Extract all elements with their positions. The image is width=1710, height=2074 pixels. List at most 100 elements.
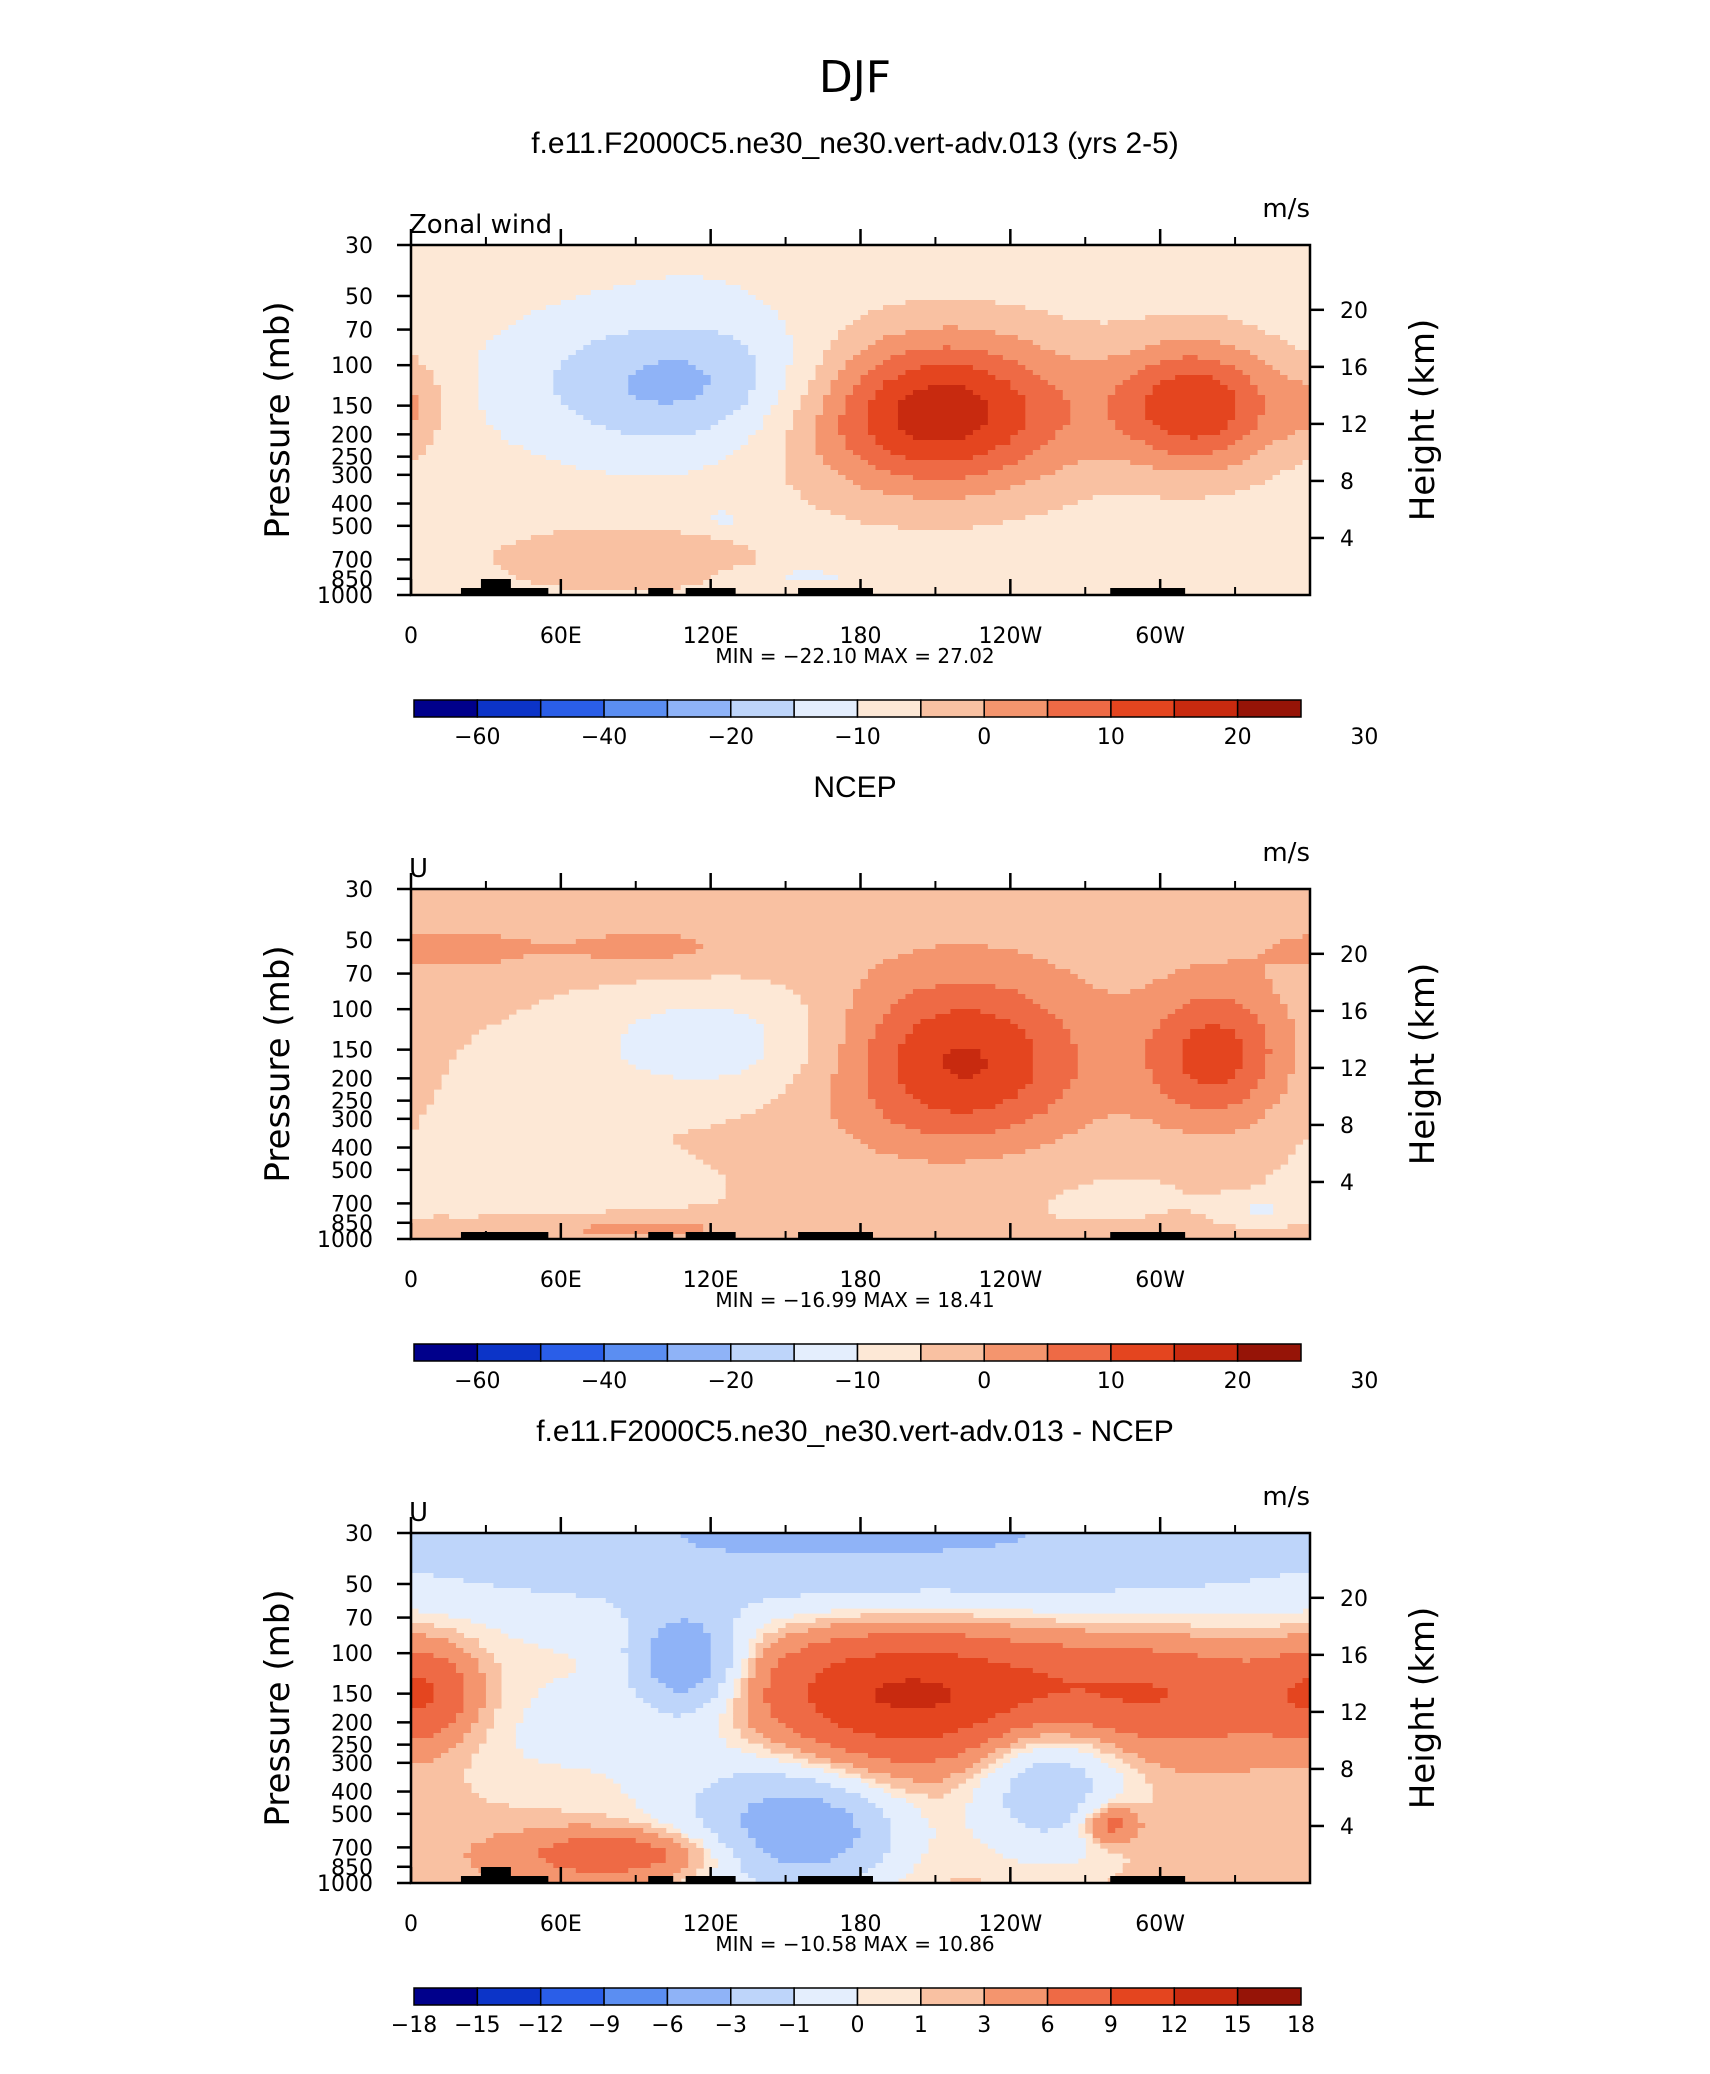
- colorbar-box: [793, 1343, 859, 1362]
- colorbar-box: [983, 1343, 1049, 1362]
- right-tick-label: 4: [1340, 527, 1354, 552]
- right-tick-label: 20: [1340, 299, 1368, 324]
- panels: f.e11.F2000C5.ne30_ne30.vert-adv.013 (yr…: [258, 127, 1443, 2038]
- topography-4: [798, 1232, 873, 1239]
- colorbar-box: [539, 1987, 605, 2006]
- x-tick-label: 120W: [978, 1268, 1042, 1293]
- colorbar-box: [603, 1343, 669, 1362]
- colorbar-box: [476, 1987, 542, 2006]
- min-max-label: MIN = −16.99 MAX = 18.41: [715, 1288, 994, 1312]
- variable-label: U: [409, 854, 428, 884]
- colorbar-label: 30: [1350, 725, 1378, 750]
- colorbar-label: −40: [581, 725, 627, 750]
- y-tick-label: 400: [331, 1137, 373, 1162]
- colorbar-box: [1236, 1987, 1302, 2006]
- colorbar-label: 12: [1160, 2013, 1188, 2038]
- right-tick-label: 12: [1340, 1701, 1368, 1726]
- topography-peak: [480, 1867, 511, 1883]
- colorbar-box: [1236, 699, 1302, 718]
- topography-5: [1110, 1232, 1186, 1239]
- y-tick-label: 1000: [317, 1228, 373, 1253]
- colorbar-box: [730, 699, 795, 718]
- y-tick-label: 250: [331, 446, 373, 471]
- colorbar-label: 20: [1224, 1369, 1252, 1394]
- y-tick-label: 700: [331, 1192, 373, 1217]
- x-tick-label: 60W: [1135, 624, 1185, 649]
- colorbar-box: [1173, 699, 1239, 718]
- right-tick-label: 4: [1340, 1171, 1354, 1196]
- colorbar-box: [476, 1343, 542, 1362]
- colorbar-label: −20: [708, 725, 754, 750]
- colorbar-box: [983, 699, 1049, 718]
- x-tick-label: 120E: [683, 1268, 739, 1293]
- colorbar-box: [920, 1343, 985, 1362]
- colorbar-box: [603, 1987, 669, 2006]
- colorbar-label: 10: [1097, 1369, 1125, 1394]
- x-tick-label: 60E: [540, 1268, 582, 1293]
- colorbar-label: −1: [778, 2013, 810, 2038]
- colorbar-box: [1110, 699, 1176, 718]
- panel-title: f.e11.F2000C5.ne30_ne30.vert-adv.013 - N…: [536, 1415, 1174, 1448]
- right-tick-label: 16: [1340, 1000, 1368, 1025]
- x-tick-label: 180: [840, 1268, 882, 1293]
- y-tick-label: 150: [331, 395, 373, 420]
- x-tick-label: 60E: [540, 624, 582, 649]
- y-tick-label: 300: [331, 1752, 373, 1777]
- y-tick-label: 300: [331, 464, 373, 489]
- colorbar-box: [1110, 1987, 1176, 2006]
- colorbar-box: [793, 699, 859, 718]
- x-tick-label: 60E: [540, 1912, 582, 1937]
- colorbar-label: −18: [391, 2013, 437, 2038]
- panel-1: f.e11.F2000C5.ne30_ne30.vert-adv.013 (yr…: [258, 127, 1443, 750]
- right-axis-label: Height (km): [1403, 963, 1443, 1166]
- colorbar-box: [413, 699, 479, 718]
- units-label: m/s: [1262, 194, 1310, 224]
- y-tick-label: 850: [331, 1856, 373, 1881]
- y-tick-label: 150: [331, 1683, 373, 1708]
- colorbar-label: 0: [977, 725, 991, 750]
- x-tick-label: 120W: [978, 624, 1042, 649]
- colorbar-box: [666, 699, 732, 718]
- colorbar-box: [730, 1343, 795, 1362]
- y-tick-label: 100: [331, 1642, 373, 1667]
- y-tick-label: 150: [331, 1039, 373, 1064]
- colorbar-label: −3: [715, 2013, 747, 2038]
- colorbar-box: [476, 699, 542, 718]
- colorbar-label: 30: [1350, 1369, 1378, 1394]
- colorbar-label: 20: [1224, 725, 1252, 750]
- colorbar-box: [1173, 1987, 1239, 2006]
- colorbar-box: [1046, 1987, 1112, 2006]
- y-tick-label: 250: [331, 1734, 373, 1759]
- right-axis-label: Height (km): [1403, 1607, 1443, 1810]
- right-tick-label: 16: [1340, 1644, 1368, 1669]
- right-axis-label: Height (km): [1403, 319, 1443, 522]
- min-max-label: MIN = −10.58 MAX = 10.86: [715, 1932, 994, 1956]
- y-tick-label: 70: [345, 319, 373, 344]
- right-tick-label: 8: [1340, 470, 1354, 495]
- colorbar-box: [666, 1343, 732, 1362]
- y-tick-label: 300: [331, 1108, 373, 1133]
- colorbar-box: [1046, 699, 1112, 718]
- colorbar-label: 15: [1224, 2013, 1252, 2038]
- y-tick-label: 250: [331, 1090, 373, 1115]
- colorbar-box: [1110, 1343, 1176, 1362]
- y-tick-label: 400: [331, 1781, 373, 1806]
- colorbar-box: [920, 1987, 985, 2006]
- colorbar-label: −15: [454, 2013, 500, 2038]
- colorbar-label: 6: [1041, 2013, 1055, 2038]
- colorbar-box: [1236, 1343, 1302, 1362]
- topography-2: [648, 1232, 674, 1239]
- y-tick-label: 850: [331, 568, 373, 593]
- y-tick-label: 200: [331, 1711, 373, 1736]
- contour-field: [411, 1533, 1310, 1883]
- colorbar-label: −9: [588, 2013, 620, 2038]
- colorbar-box: [539, 1343, 605, 1362]
- colorbar-label: 9: [1104, 2013, 1118, 2038]
- panel-title: f.e11.F2000C5.ne30_ne30.vert-adv.013 (yr…: [531, 127, 1179, 160]
- topography-1: [460, 1232, 549, 1239]
- colorbar-label: 0: [977, 1369, 991, 1394]
- colorbar-label: −40: [581, 1369, 627, 1394]
- colorbar-box: [413, 1987, 479, 2006]
- x-tick-label: 0: [404, 1912, 418, 1937]
